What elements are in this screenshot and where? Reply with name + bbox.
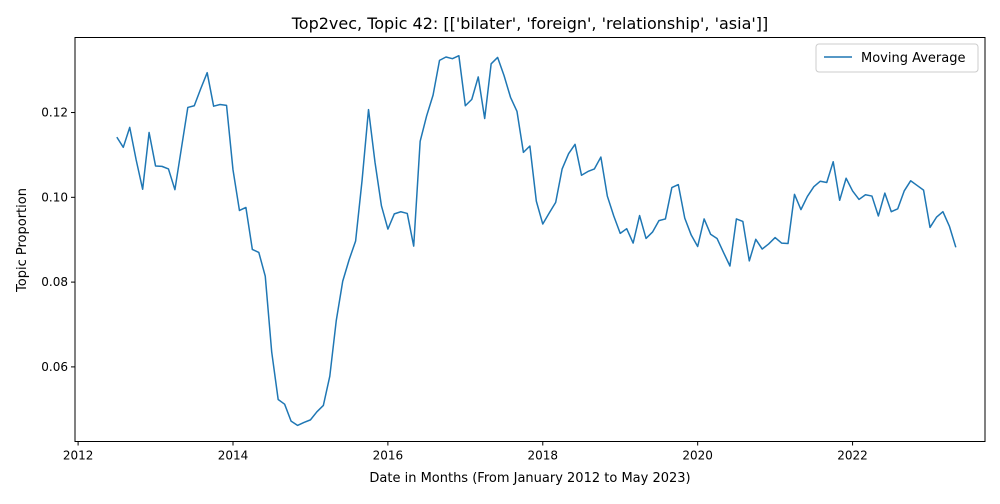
y-tick-label: 0.08: [41, 275, 68, 289]
x-tick-label: 2012: [63, 449, 94, 463]
legend-box: [815, 43, 979, 73]
x-axis-label: Date in Months (From January 2012 to May…: [369, 471, 690, 486]
chart-title: Top2vec, Topic 42: [['bilater', 'foreign…: [291, 14, 769, 33]
x-tick-label: 2022: [837, 449, 868, 463]
plot-frame: [74, 37, 986, 442]
x-tick-label: 2016: [373, 449, 404, 463]
x-tick-label: 2014: [218, 449, 249, 463]
y-axis: 0.06 0.08 0.10 0.12: [41, 106, 75, 374]
x-tick-label: 2020: [682, 449, 713, 463]
legend: Moving Average: [815, 43, 979, 73]
legend-entry-moving-average: Moving Average: [861, 51, 965, 66]
x-tick-label: 2018: [528, 449, 559, 463]
y-tick-label: 0.12: [41, 106, 68, 120]
series-line-moving-average: [116, 54, 957, 427]
y-tick-label: 0.06: [41, 360, 68, 374]
y-axis-label: Topic Proportion: [15, 188, 30, 293]
x-axis: 2012 2014 2016 2018 2020 2022: [63, 441, 868, 463]
plot-area: [116, 54, 957, 427]
y-tick-label: 0.10: [41, 190, 68, 204]
